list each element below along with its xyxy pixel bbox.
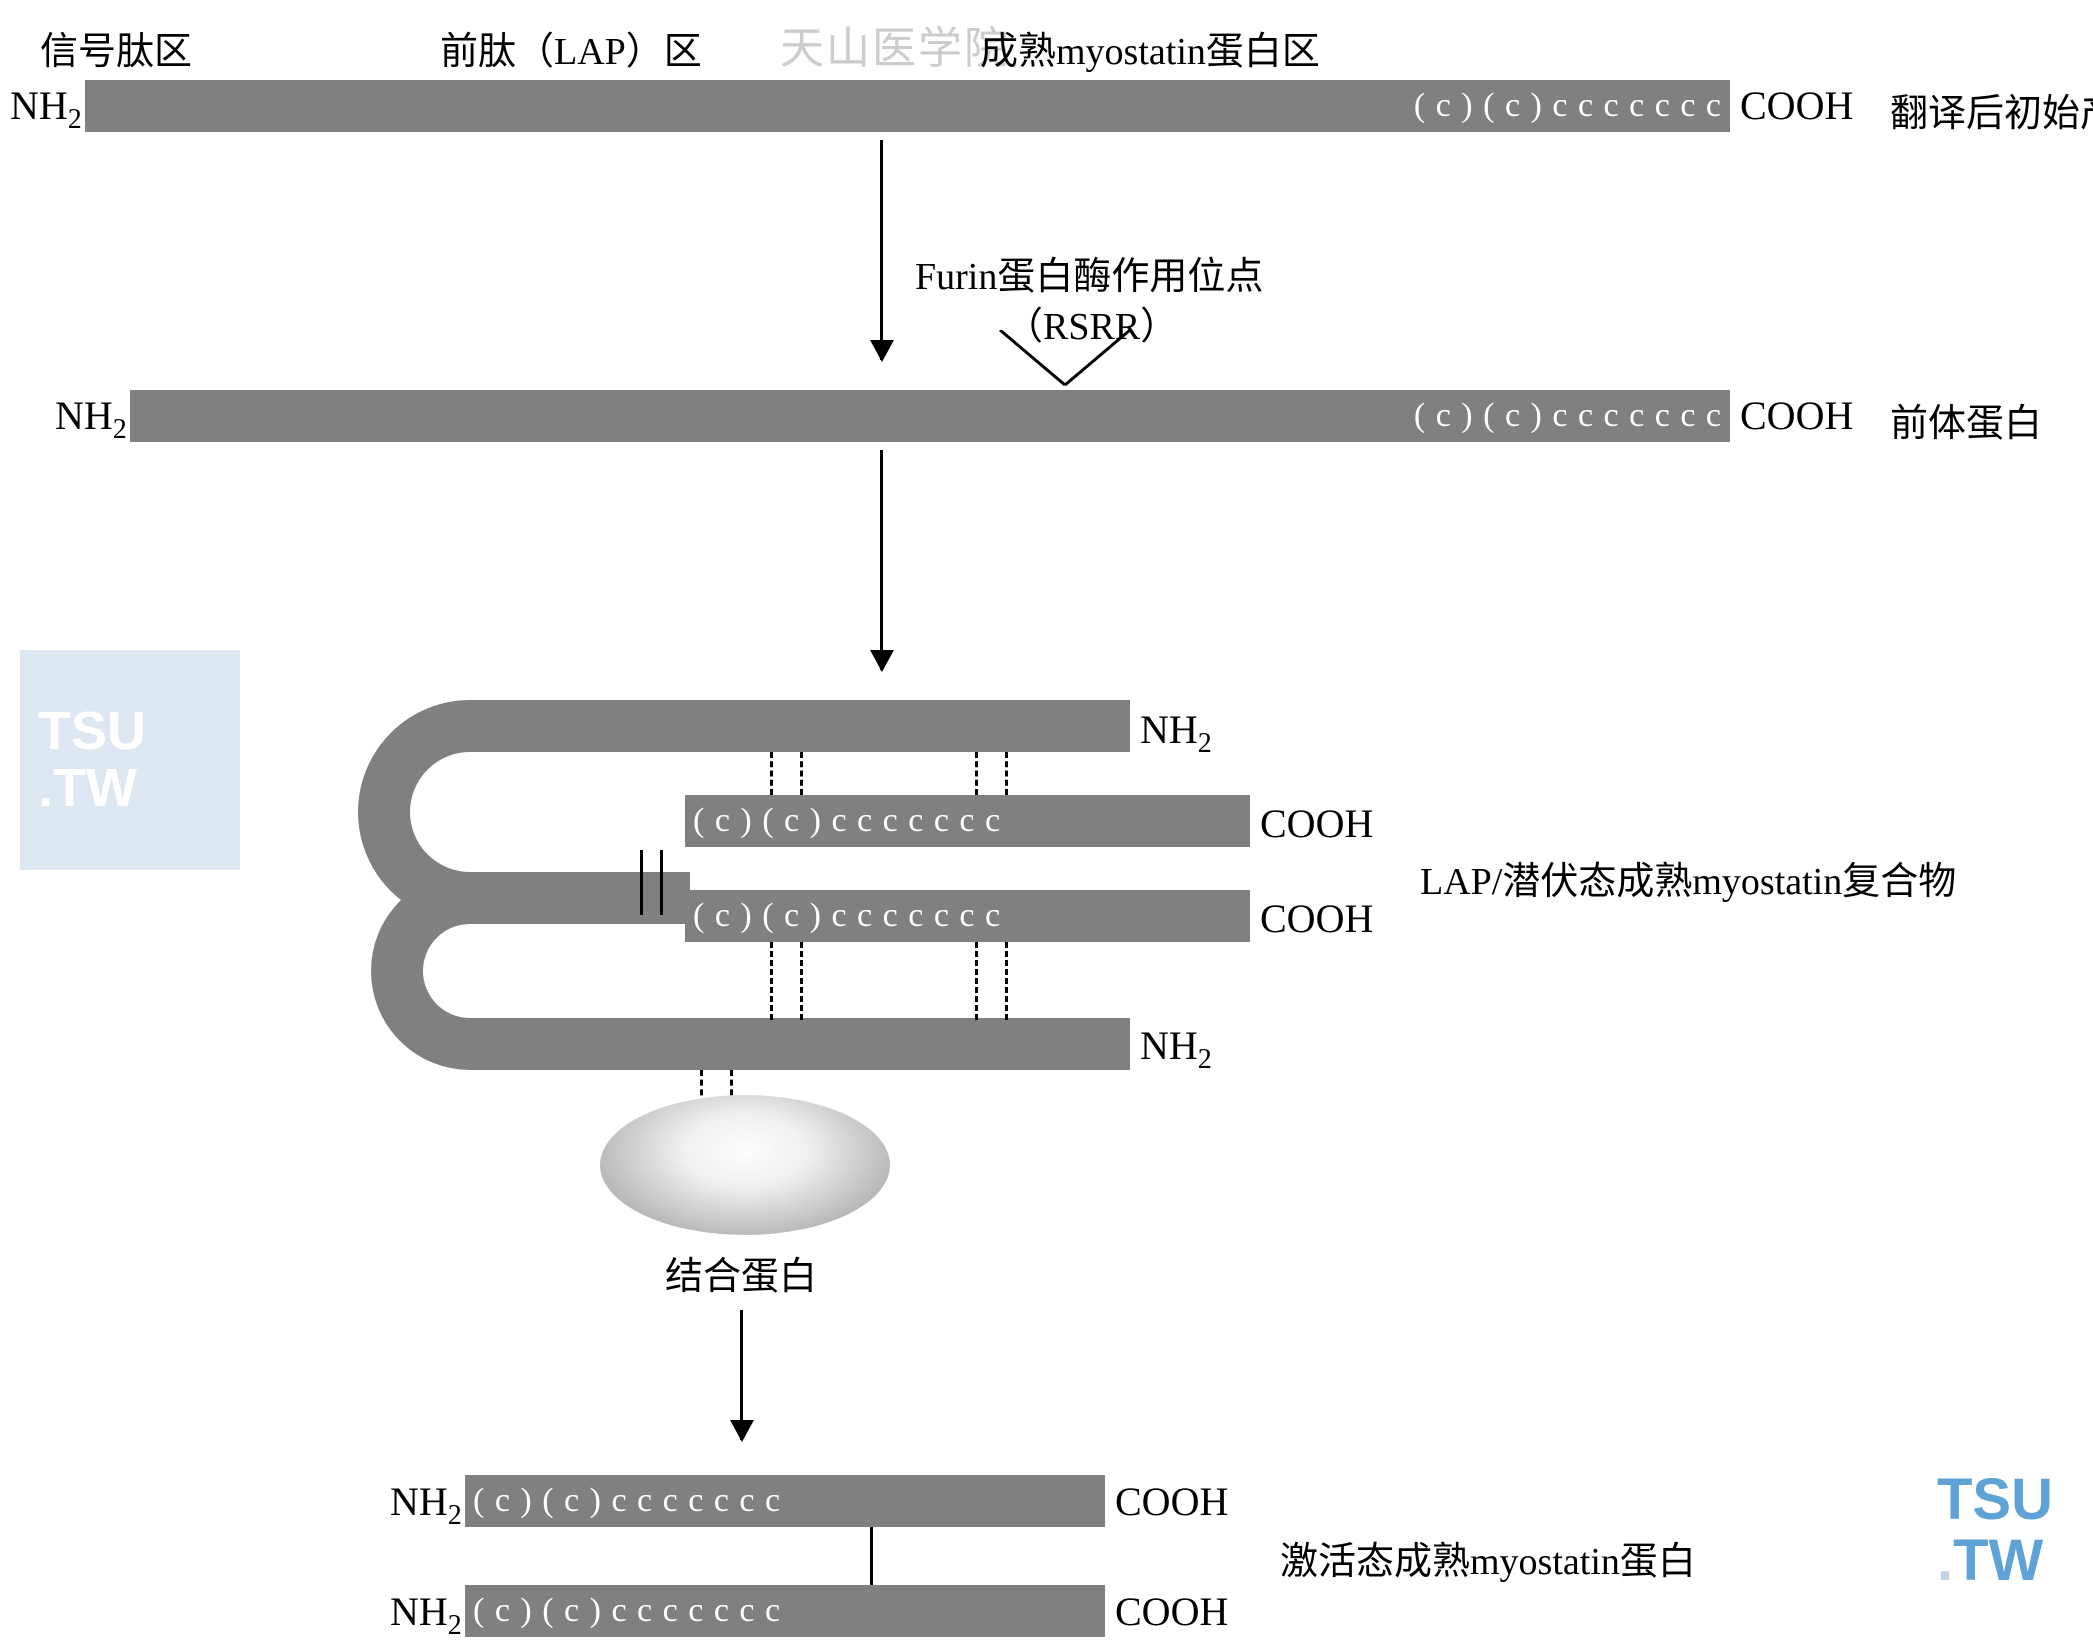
- label-signal-peptide: 信号肽区: [40, 20, 192, 75]
- disulfide-dash: [770, 752, 773, 795]
- binding-protein-oval: [600, 1095, 890, 1235]
- watermark-r-line1: TSU: [1937, 1470, 2053, 1531]
- cysteine-seq-stage4-a: ( c ) ( c ) c c c c c c c: [473, 1482, 781, 1520]
- watermark-logo-right: TSU .TW: [1937, 1470, 2053, 1592]
- nh2-stage3-top: NH2: [1140, 706, 1212, 760]
- binding-protein-label: 结合蛋白: [665, 1245, 817, 1300]
- furin-pointer-icon: [990, 330, 1140, 390]
- disulfide-dash: [1005, 752, 1008, 795]
- disulfide-dash: [975, 942, 978, 1020]
- cooh-stage4-a: COOH: [1115, 1478, 1228, 1525]
- mature-bar-stage4-a: ( c ) ( c ) c c c c c c c: [465, 1475, 1105, 1527]
- protein-bar-stage2: ( c ) ( c ) c c c c c c c: [130, 390, 1730, 442]
- nh2-stage1: NH2: [10, 82, 82, 136]
- cooh-stage2: COOH: [1740, 392, 1853, 439]
- protein-bar-stage1: ( c ) ( c ) c c c c c c c: [85, 80, 1730, 132]
- cooh-stage1: COOH: [1740, 82, 1853, 129]
- arrow-stage3-to-4: [740, 1310, 743, 1440]
- cysteine-seq-stage4-b: ( c ) ( c ) c c c c c c c: [473, 1592, 781, 1630]
- desc-stage1: 翻译后初始产物: [1890, 82, 2093, 137]
- watermark-line1: TSU: [38, 703, 240, 760]
- linker-line: [640, 850, 643, 915]
- cooh-stage3-1: COOH: [1260, 800, 1373, 847]
- watermark-logo-left: TSU .TW: [20, 650, 240, 870]
- dimer-bond: [870, 1527, 873, 1585]
- cysteine-seq-stage3-2: ( c ) ( c ) c c c c c c c: [693, 897, 1001, 935]
- mature-bar-stage4-b: ( c ) ( c ) c c c c c c c: [465, 1585, 1105, 1637]
- label-mature-region: 成熟myostatin蛋白区: [980, 20, 1320, 75]
- disulfide-dash: [1005, 942, 1008, 1020]
- disulfide-dash: [770, 942, 773, 1020]
- desc-stage3: LAP/潜伏态成熟myostatin复合物: [1420, 850, 1956, 905]
- mature-bar-stage3-1: ( c ) ( c ) c c c c c c c: [685, 795, 1250, 847]
- desc-stage4: 激活态成熟myostatin蛋白: [1280, 1530, 1696, 1585]
- watermark-r-line2: .TW: [1937, 1531, 2053, 1592]
- desc-stage2: 前体蛋白: [1890, 392, 2042, 447]
- cysteine-seq-stage2: ( c ) ( c ) c c c c c c c: [1414, 397, 1722, 435]
- furin-label-line1: Furin蛋白酶作用位点: [915, 245, 1263, 300]
- disulfide-dash: [975, 752, 978, 795]
- watermark-line2: .TW: [38, 760, 240, 817]
- cooh-stage3-2: COOH: [1260, 895, 1373, 942]
- nh2-stage4-b: NH2: [390, 1588, 462, 1642]
- nh2-stage3-bot: NH2: [1140, 1022, 1212, 1076]
- arrow-stage2-to-3: [880, 450, 883, 670]
- nh2-stage4-a: NH2: [390, 1478, 462, 1532]
- cooh-stage4-b: COOH: [1115, 1588, 1228, 1635]
- arrow-stage1-to-2: [880, 140, 883, 360]
- watermark-text-top: 天山医学院: [780, 12, 1010, 76]
- nh2-stage2: NH2: [55, 392, 127, 446]
- mature-bar-stage3-2: ( c ) ( c ) c c c c c c c: [685, 890, 1250, 942]
- disulfide-dash: [800, 752, 803, 795]
- disulfide-dash: [800, 942, 803, 1020]
- label-propeptide: 前肽（LAP）区: [440, 20, 702, 75]
- cysteine-seq-stage3-1: ( c ) ( c ) c c c c c c c: [693, 802, 1001, 840]
- linker-line: [660, 850, 663, 915]
- cysteine-seq-stage1: ( c ) ( c ) c c c c c c c: [1414, 87, 1722, 125]
